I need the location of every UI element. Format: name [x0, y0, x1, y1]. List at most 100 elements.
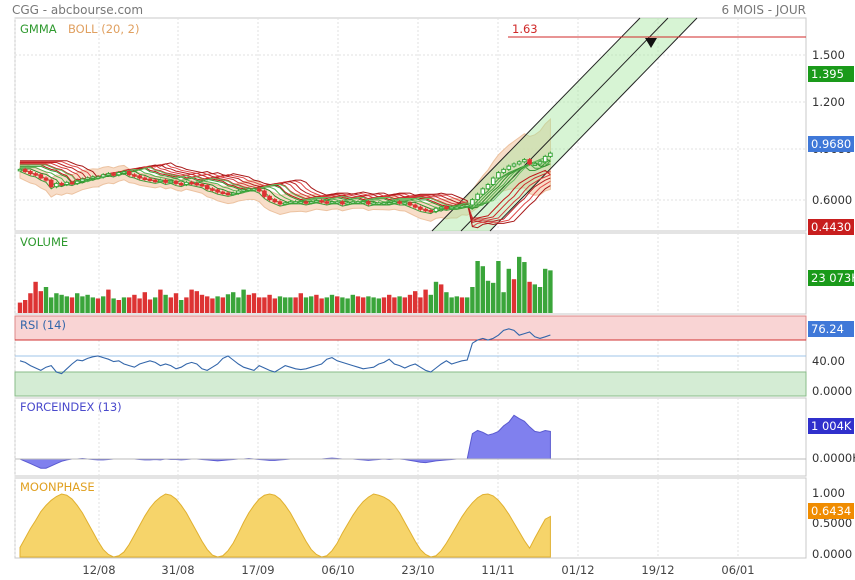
- price-candle: [522, 159, 527, 163]
- price-candle: [262, 190, 267, 197]
- price-candle: [475, 193, 480, 201]
- price-candle: [407, 202, 413, 206]
- price-candle: [246, 188, 252, 191]
- volume-bar: [470, 287, 475, 313]
- volume-bar: [28, 293, 33, 313]
- price-candle: [163, 179, 168, 183]
- price-candle: [204, 185, 210, 190]
- price-candle: [428, 209, 434, 213]
- rsi-y-tick: 40.00: [812, 354, 845, 368]
- price-candle: [496, 172, 501, 179]
- volume-bar: [423, 289, 428, 313]
- volume-bar: [69, 297, 75, 313]
- price-candle: [548, 152, 553, 157]
- price-candle: [293, 201, 298, 204]
- price-candle: [537, 161, 543, 165]
- volume-bar: [158, 289, 163, 313]
- volume-bar: [101, 296, 106, 313]
- price-candle: [28, 171, 33, 175]
- moonphase-y-tick: 0.5000: [812, 516, 852, 530]
- moonphase-area: [19, 493, 551, 558]
- price-candle: [236, 190, 241, 194]
- rsi-oversold-zone: [14, 371, 807, 397]
- price-candle: [355, 201, 361, 204]
- volume-bar: [491, 282, 496, 313]
- volume-bar: [345, 298, 350, 313]
- volume-bar: [428, 294, 433, 313]
- volume-bar: [90, 297, 95, 313]
- volume-bar: [506, 268, 511, 313]
- price-candle: [48, 179, 54, 188]
- price-candle: [334, 201, 340, 204]
- price-candle: [100, 174, 106, 178]
- volume-bar: [350, 294, 355, 313]
- moonphase-badge-value: 0.6434: [811, 504, 851, 518]
- price-candle: [220, 191, 226, 195]
- volume-bar: [293, 297, 298, 313]
- volume-bar: [64, 296, 69, 313]
- price-candle: [126, 171, 132, 176]
- price-badge: [808, 136, 854, 152]
- volume-bar: [220, 297, 225, 313]
- volume-bar: [511, 279, 517, 313]
- volume-bar: [54, 293, 59, 313]
- volume-bar: [111, 298, 116, 313]
- volume-bar: [439, 284, 444, 313]
- price-candle: [184, 181, 189, 185]
- volume-bar: [522, 262, 527, 313]
- price-candle: [480, 188, 486, 195]
- volume-bar: [272, 298, 277, 313]
- volume-bar: [194, 291, 199, 313]
- volume-bar: [267, 294, 272, 313]
- rsi-badge-value: 76.24: [811, 322, 844, 336]
- volume-bar: [475, 261, 480, 313]
- price-candle: [360, 201, 366, 204]
- price-candle: [22, 168, 28, 173]
- volume-bar: [241, 289, 246, 313]
- price-candle: [132, 174, 137, 177]
- rsi-overbought-zone: [14, 315, 807, 341]
- price-candle: [501, 168, 506, 174]
- volume-bar: [173, 293, 179, 313]
- volume-bar: [137, 298, 142, 313]
- chart-source-title: CGG - abcbourse.com: [12, 3, 143, 17]
- volume-bar: [210, 298, 215, 313]
- volume-bar: [418, 297, 423, 313]
- price-candle: [178, 182, 184, 186]
- price-candle: [173, 180, 179, 184]
- volume-bar: [246, 294, 251, 313]
- price-candle: [106, 173, 111, 176]
- price-candle: [329, 201, 335, 204]
- price-candle: [64, 181, 70, 185]
- volume-bar: [127, 297, 132, 313]
- price-candle: [241, 189, 246, 192]
- volume-bar: [319, 298, 324, 313]
- price-candle: [470, 199, 475, 206]
- volume-bar: [392, 297, 397, 313]
- volume-bar: [501, 292, 506, 313]
- price-candle: [532, 163, 538, 166]
- price-candle: [54, 182, 59, 188]
- volume-bar: [257, 297, 262, 313]
- price-candle: [95, 176, 101, 179]
- price-candle: [74, 180, 80, 184]
- rsi-panel-label: RSI (14): [20, 318, 66, 332]
- volume-bar: [59, 294, 64, 313]
- moonphase-y-tick: 1.000: [812, 486, 845, 500]
- price-candle: [376, 202, 382, 205]
- price-candle: [210, 188, 215, 191]
- price-candle: [147, 178, 153, 182]
- price-candle: [527, 159, 532, 165]
- volume-bar: [85, 294, 90, 313]
- indicator-label-boll: BOLL (20, 2): [68, 22, 139, 36]
- volume-bar: [381, 297, 387, 313]
- price-candle: [189, 181, 194, 185]
- volume-bar: [303, 297, 309, 313]
- volume-bar: [153, 297, 158, 313]
- price-candle: [314, 200, 319, 203]
- price-candle: [277, 201, 283, 205]
- resistance-value-label: 1.63: [512, 22, 538, 36]
- price-y-tick: 0.6000: [812, 193, 852, 207]
- volume-bar: [532, 284, 537, 313]
- channel-arrow-marker: [645, 38, 657, 48]
